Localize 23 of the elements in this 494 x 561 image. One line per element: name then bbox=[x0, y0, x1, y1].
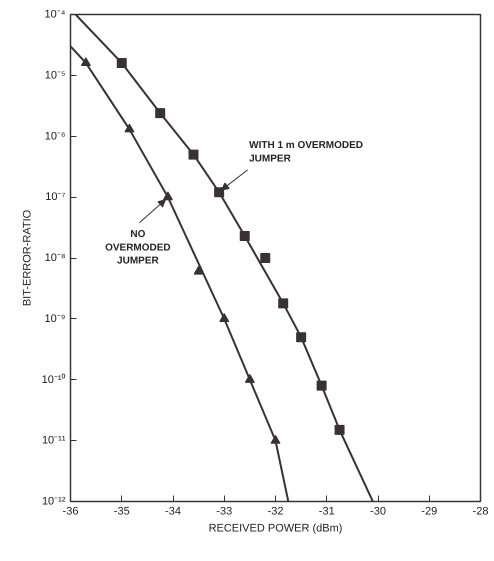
y-tick-label: 10⁻⁷ bbox=[45, 191, 66, 204]
y-tick-label: 10⁻⁶ bbox=[44, 130, 66, 142]
x-tick-label: -31 bbox=[318, 506, 335, 518]
y-tick-label: 10⁻⁸ bbox=[44, 252, 66, 264]
point bbox=[260, 253, 270, 263]
x-tick-label: -34 bbox=[165, 506, 181, 518]
x-tick-label: -32 bbox=[268, 506, 284, 518]
y-axis-title: BIT-ERROR-RATIO bbox=[22, 209, 34, 306]
x-tick-label: -33 bbox=[216, 506, 232, 518]
x-tick-label: -36 bbox=[62, 506, 78, 518]
y-tick-label: 10⁻⁵ bbox=[44, 69, 66, 82]
y-tick-label: 10⁻¹⁰ bbox=[42, 372, 66, 386]
annotation: WITH 1 m OVERMODED JUMPER bbox=[249, 140, 364, 164]
y-tick-label: 10⁻⁴ bbox=[44, 8, 66, 20]
y-tick-label: 10⁻¹² bbox=[42, 496, 66, 508]
x-tick-label: -28 bbox=[472, 506, 488, 518]
x-tick-label: -29 bbox=[421, 506, 438, 518]
x-tick-label: -35 bbox=[114, 506, 130, 518]
annotation: NO OVERMODED JUMPER bbox=[105, 229, 171, 267]
x-tick-label: -30 bbox=[370, 506, 386, 518]
y-tick-label: 10⁻⁹ bbox=[44, 312, 66, 325]
x-axis-title: RECEIVED POWER (dBm) bbox=[208, 522, 342, 534]
y-tick-label: 10⁻¹¹ bbox=[42, 434, 66, 447]
